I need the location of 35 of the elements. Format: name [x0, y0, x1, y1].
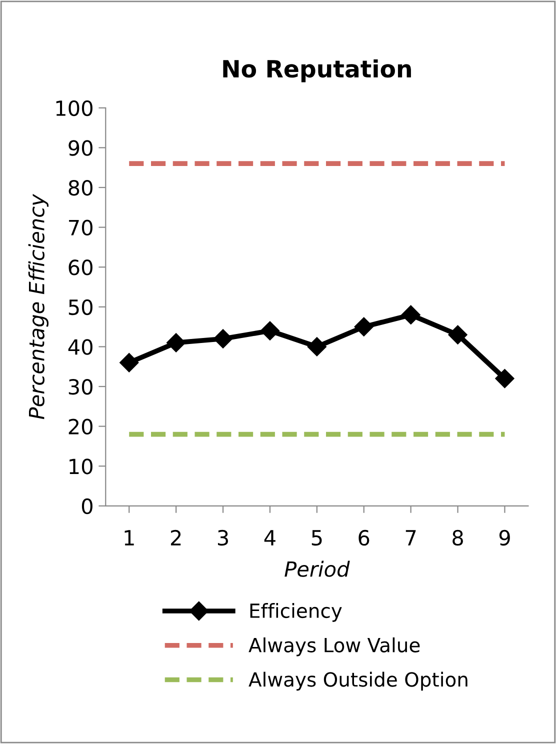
legend-label: Always Low Value	[248, 637, 420, 656]
point	[166, 333, 186, 352]
x-tick-label: 2	[170, 530, 181, 546]
x-axis-title: Period	[284, 560, 350, 577]
y-tick-label: 50	[68, 299, 92, 316]
x-tick-label: 7	[406, 530, 416, 546]
y-tick-label: 40	[68, 339, 92, 355]
x-tick-label: 5	[312, 530, 322, 546]
point	[307, 337, 326, 356]
y-tick-label: 90	[68, 140, 92, 156]
y-tick-label: 80	[68, 180, 92, 196]
point	[213, 329, 233, 348]
y-tick-label: 10	[70, 458, 92, 474]
y-axis-title: Percentage Efficiency	[28, 194, 49, 420]
x-tick-label: 6	[358, 530, 370, 546]
chart-title: No Reputation	[223, 59, 411, 82]
x-tick-label: 9	[499, 530, 510, 546]
point	[448, 325, 468, 344]
x-tick-label: 3	[218, 530, 228, 546]
legend-label: Efficiency	[250, 603, 342, 622]
point	[260, 321, 280, 340]
x-tick-label: 4	[264, 530, 276, 546]
point	[354, 317, 374, 336]
point	[120, 353, 139, 372]
x-tick-label: 1	[124, 530, 134, 546]
y-tick-label: 70	[69, 220, 92, 236]
y-tick-label: 100	[56, 100, 92, 116]
point	[495, 369, 514, 388]
y-tick-label: 30	[68, 378, 92, 395]
y-tick-label: 60	[68, 260, 92, 276]
legend-label: Always Outside Option	[248, 672, 468, 691]
y-tick-label: 20	[68, 418, 92, 435]
point	[401, 305, 420, 324]
x-tick-label: 8	[452, 530, 463, 546]
y-tick-label: 0	[82, 498, 92, 514]
